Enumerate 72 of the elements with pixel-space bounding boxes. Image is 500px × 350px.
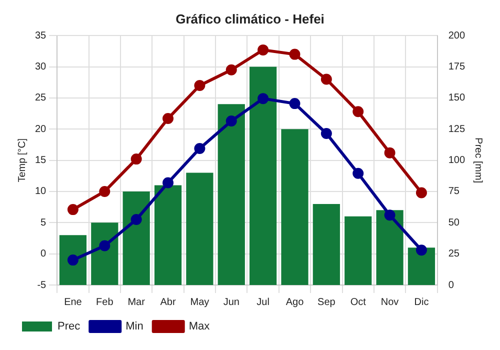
y-tick-label: 20 <box>35 124 47 135</box>
bar <box>91 222 118 285</box>
bar <box>344 216 372 285</box>
point <box>162 177 174 188</box>
point <box>130 214 142 226</box>
point <box>258 93 269 104</box>
point <box>416 244 427 256</box>
point <box>226 116 237 127</box>
y-tick-label: 0 <box>40 248 47 260</box>
x-tick-label: Ago <box>286 296 304 308</box>
point <box>352 106 364 118</box>
y-tick-label: 5 <box>40 217 47 228</box>
x-tick-label: Mar <box>128 296 146 308</box>
x-tick-label: Sep <box>318 296 336 308</box>
point <box>416 187 427 198</box>
point <box>194 80 206 91</box>
point <box>194 142 206 154</box>
y2-tick-label: 25 <box>448 248 460 260</box>
point <box>384 147 396 158</box>
point <box>226 64 237 76</box>
x-tick-label: Nov <box>380 296 399 308</box>
point <box>320 128 332 139</box>
y2-tick-label: 50 <box>448 217 460 228</box>
point <box>384 210 396 221</box>
y2-tick-label: 75 <box>448 186 460 198</box>
bar <box>122 191 150 285</box>
bar <box>186 172 214 285</box>
point <box>67 204 78 216</box>
y-tick-label: 15 <box>35 155 47 166</box>
bar <box>250 66 277 285</box>
legend-label: Min <box>126 320 144 333</box>
chart-title: Gráfico climático - Hefei <box>176 11 324 26</box>
point <box>130 154 142 165</box>
point <box>289 98 300 110</box>
legend-label: Prec <box>58 320 81 333</box>
point <box>258 44 269 56</box>
y2-tick-label: 200 <box>448 30 466 42</box>
y2-tick-label: 100 <box>448 155 466 166</box>
bar <box>154 185 182 285</box>
point <box>162 113 174 124</box>
y-tick-label: 30 <box>35 62 47 73</box>
y-tick-label: 25 <box>35 92 47 104</box>
point <box>99 240 110 252</box>
y-tick-label: 35 <box>35 30 47 42</box>
point <box>320 74 332 85</box>
x-tick-label: Jun <box>223 296 240 308</box>
bar <box>218 104 245 285</box>
point <box>67 254 78 266</box>
y-axis-title: Temp [°C] <box>16 138 28 182</box>
y-tick-label: 10 <box>35 186 47 198</box>
bar <box>59 235 87 285</box>
y2-tick-label: 0 <box>448 280 454 291</box>
bar <box>312 204 340 285</box>
y2-tick-label: 175 <box>448 62 466 73</box>
x-tick-label: Abr <box>160 296 176 308</box>
point <box>289 48 300 60</box>
x-tick-label: Feb <box>96 296 114 308</box>
y2-axis-title: Prec [mm] <box>472 138 484 184</box>
x-tick-label: Dic <box>414 296 429 308</box>
point <box>99 186 110 197</box>
bar <box>376 210 404 285</box>
y2-tick-label: 150 <box>448 92 466 104</box>
bar <box>281 129 308 285</box>
x-tick-label: Jul <box>256 296 270 308</box>
y2-tick-label: 125 <box>448 124 466 135</box>
x-tick-label: May <box>190 296 210 308</box>
x-tick-label: Ene <box>64 296 82 308</box>
bar <box>408 248 436 285</box>
x-tick-label: Oct <box>350 296 366 308</box>
y-tick-label: -5 <box>37 280 47 291</box>
legend-label: Max <box>188 320 210 333</box>
point <box>352 168 364 179</box>
